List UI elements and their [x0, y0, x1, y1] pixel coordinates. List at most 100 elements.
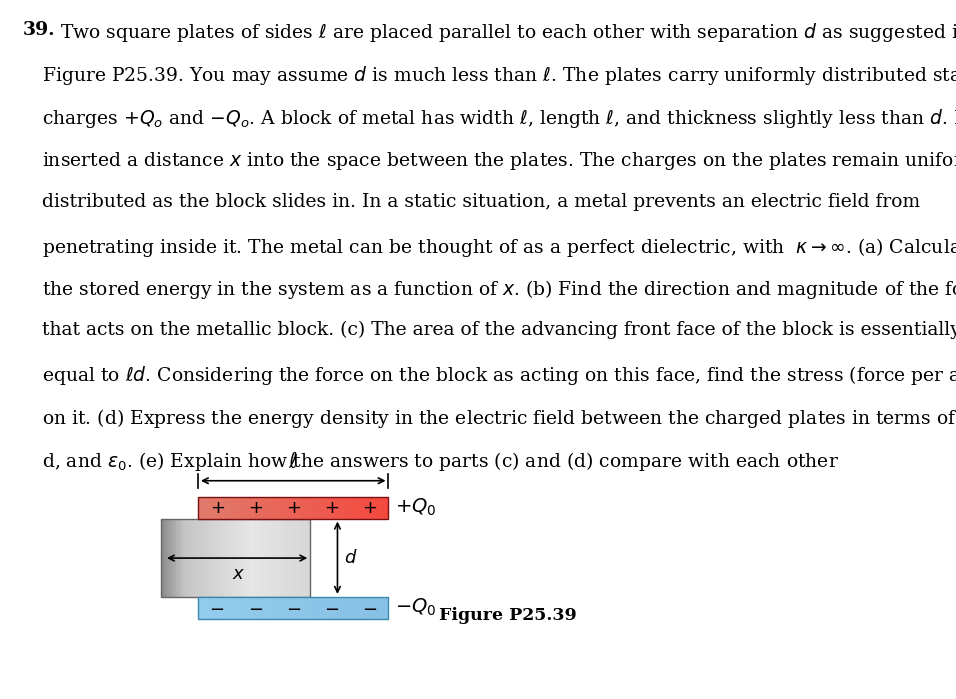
Bar — [187, 519, 191, 597]
Text: $+Q_0$: $+Q_0$ — [395, 497, 437, 519]
Bar — [272, 519, 275, 597]
Bar — [224, 519, 228, 597]
Text: Figure P25.39: Figure P25.39 — [440, 607, 577, 624]
Bar — [382, 496, 389, 519]
Bar — [217, 496, 224, 519]
Bar — [232, 519, 236, 597]
Bar — [322, 597, 332, 619]
Text: $d$: $d$ — [344, 549, 358, 567]
Bar — [211, 519, 215, 597]
Text: $x$: $x$ — [232, 565, 246, 583]
Bar — [357, 496, 364, 519]
Bar — [274, 597, 284, 619]
Text: inserted a distance $x$ into the space between the plates. The charges on the pl: inserted a distance $x$ into the space b… — [41, 150, 956, 172]
Bar — [210, 496, 218, 519]
Bar — [293, 519, 296, 597]
Bar — [262, 496, 269, 519]
Bar — [280, 496, 288, 519]
Bar — [249, 496, 256, 519]
Bar — [341, 597, 351, 619]
Bar — [198, 597, 388, 619]
Bar — [313, 496, 319, 519]
Text: d, and $\epsilon_0$. (e) Explain how the answers to parts (c) and (d) compare wi: d, and $\epsilon_0$. (e) Explain how the… — [41, 449, 838, 473]
Bar — [286, 519, 290, 597]
Bar — [274, 519, 278, 597]
Bar — [359, 597, 370, 619]
Bar — [255, 496, 262, 519]
Bar — [248, 519, 251, 597]
Text: $-$: $-$ — [209, 599, 225, 617]
Bar — [246, 597, 256, 619]
Text: Figure P25.39. You may assume $d$ is much less than $\ell$. The plates carry uni: Figure P25.39. You may assume $d$ is muc… — [41, 64, 956, 87]
Bar — [274, 496, 281, 519]
Text: $+$: $+$ — [248, 498, 263, 517]
Bar — [217, 519, 221, 597]
Bar — [190, 519, 194, 597]
Bar — [325, 496, 332, 519]
Text: equal to $\ell d$. Considering the force on the block as acting on this face, fi: equal to $\ell d$. Considering the force… — [41, 364, 956, 387]
Bar — [369, 496, 377, 519]
Bar — [238, 519, 242, 597]
Bar — [198, 496, 205, 519]
Bar — [161, 519, 164, 597]
Bar — [301, 519, 305, 597]
Bar — [306, 496, 313, 519]
Bar — [224, 496, 230, 519]
Bar — [280, 519, 284, 597]
Bar — [259, 519, 263, 597]
Bar — [179, 519, 183, 597]
Bar — [235, 519, 239, 597]
Bar — [185, 519, 188, 597]
Bar — [369, 597, 380, 619]
Bar — [318, 496, 326, 519]
Bar — [332, 496, 338, 519]
Bar — [363, 496, 370, 519]
Text: charges $+Q_o$ and $-Q_o$. A block of metal has width $\ell$, length $\ell$, and: charges $+Q_o$ and $-Q_o$. A block of me… — [41, 107, 956, 130]
Text: $+$: $+$ — [286, 498, 301, 517]
Text: $\ell$: $\ell$ — [289, 452, 298, 473]
Bar — [337, 496, 345, 519]
Text: on it. (d) Express the energy density in the electric field between the charged : on it. (d) Express the energy density in… — [41, 407, 956, 430]
Bar — [243, 496, 250, 519]
Bar — [242, 519, 245, 597]
Bar — [313, 597, 322, 619]
Bar — [200, 519, 204, 597]
Bar — [205, 496, 211, 519]
Bar — [284, 597, 293, 619]
Bar — [299, 496, 307, 519]
Bar — [265, 597, 275, 619]
Bar — [236, 496, 243, 519]
Bar — [344, 496, 351, 519]
Bar — [262, 519, 266, 597]
Bar — [161, 519, 311, 597]
Text: that acts on the metallic block. (c) The area of the advancing front face of the: that acts on the metallic block. (c) The… — [41, 321, 956, 340]
Bar — [166, 519, 170, 597]
Bar — [221, 519, 224, 597]
Bar — [250, 519, 254, 597]
Bar — [169, 519, 173, 597]
Bar — [266, 519, 269, 597]
Bar — [268, 496, 275, 519]
Bar — [245, 519, 249, 597]
Bar — [229, 519, 233, 597]
Bar — [293, 597, 303, 619]
Bar — [351, 597, 360, 619]
Bar — [208, 519, 212, 597]
Bar — [227, 519, 230, 597]
Bar — [229, 496, 237, 519]
Bar — [287, 496, 293, 519]
Bar — [198, 496, 388, 519]
Bar — [298, 519, 302, 597]
Text: 39.: 39. — [23, 22, 55, 39]
Bar — [236, 597, 247, 619]
Text: $+$: $+$ — [209, 498, 225, 517]
Bar — [303, 597, 313, 619]
Bar — [198, 597, 208, 619]
Text: $-Q_0$: $-Q_0$ — [395, 597, 437, 619]
Bar — [206, 519, 209, 597]
Text: $-$: $-$ — [248, 599, 263, 617]
Bar — [176, 519, 179, 597]
Bar — [293, 496, 300, 519]
Bar — [217, 597, 228, 619]
Bar — [269, 519, 272, 597]
